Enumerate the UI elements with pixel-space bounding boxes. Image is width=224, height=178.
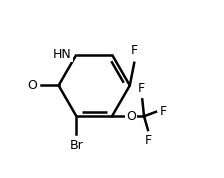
Text: HN: HN [53,48,72,61]
Text: F: F [145,134,152,147]
Text: F: F [131,44,138,57]
Text: Br: Br [69,138,83,151]
Text: F: F [160,105,167,118]
Text: F: F [138,82,145,95]
Text: O: O [27,79,37,92]
Text: O: O [126,110,136,123]
